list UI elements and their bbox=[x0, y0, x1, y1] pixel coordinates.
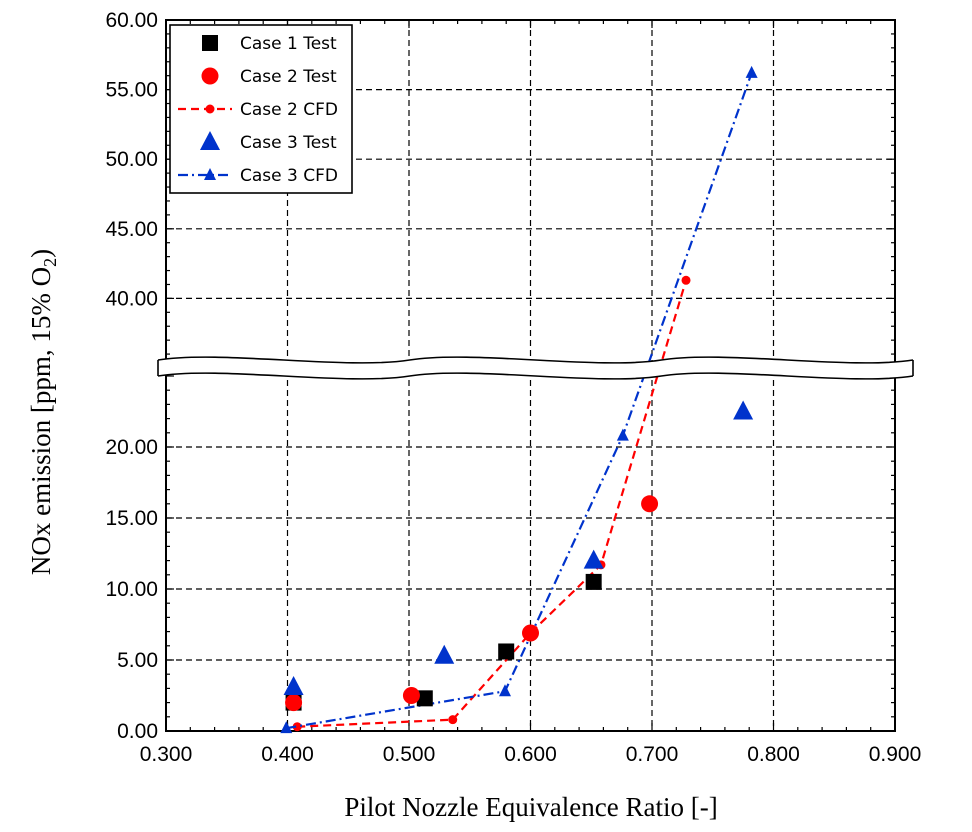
data-point bbox=[434, 644, 455, 664]
data-point bbox=[448, 715, 458, 725]
data-point bbox=[498, 684, 511, 697]
x-tick-label: 0.300 bbox=[140, 743, 193, 766]
legend-item: Case 2 Test bbox=[201, 67, 337, 87]
series-case-3-cfd bbox=[280, 65, 758, 734]
series-case-1-test bbox=[285, 573, 602, 711]
data-point bbox=[522, 624, 539, 642]
series-line bbox=[286, 72, 753, 730]
y-tick-label: 0.00 bbox=[117, 720, 158, 743]
series-layer bbox=[280, 65, 758, 734]
y-tick-label: 45.00 bbox=[105, 218, 158, 241]
legend-marker bbox=[201, 67, 219, 85]
legend-label: Case 3 Test bbox=[240, 133, 337, 153]
y-axis-title: NOx emission [ppm, 15% O2) bbox=[26, 249, 60, 575]
y-tick-label: 50.00 bbox=[105, 148, 158, 171]
data-point bbox=[283, 675, 304, 695]
axis-break-top-line bbox=[157, 356, 914, 364]
data-point bbox=[745, 65, 758, 78]
x-tick-label: 0.800 bbox=[747, 743, 800, 766]
legend-label: Case 2 Test bbox=[240, 67, 337, 87]
legend-label: Case 3 CFD bbox=[240, 166, 338, 186]
legend-marker bbox=[202, 35, 218, 51]
y-tick-label: 40.00 bbox=[105, 287, 158, 310]
axis-break bbox=[157, 356, 914, 380]
x-tick-labels: 0.300 0.400 0.500 0.600 0.700 0.800 0.900 bbox=[140, 743, 922, 766]
legend: Case 1 Test Case 2 Test Case 2 CFD Case 3 T… bbox=[169, 24, 353, 194]
data-point bbox=[681, 275, 691, 285]
data-point bbox=[498, 643, 515, 660]
axis-break-bottom-line bbox=[157, 372, 914, 380]
series-line bbox=[297, 279, 688, 728]
y-axis-title-close: ) bbox=[26, 249, 56, 258]
legend-marker bbox=[204, 168, 216, 180]
axis-break-band bbox=[158, 357, 913, 379]
x-tick-label: 0.900 bbox=[869, 743, 922, 766]
data-point bbox=[733, 400, 754, 420]
x-tick-label: 0.600 bbox=[504, 743, 557, 766]
series-case-2-cfd bbox=[292, 275, 691, 732]
legend-marker bbox=[205, 104, 215, 114]
y-tick-label: 10.00 bbox=[105, 578, 158, 601]
x-tick-label: 0.500 bbox=[383, 743, 436, 766]
y-tick-label: 55.00 bbox=[105, 79, 158, 102]
data-point bbox=[285, 694, 303, 712]
data-point bbox=[280, 721, 293, 734]
legend-marker bbox=[200, 131, 220, 150]
legend-item: Case 2 CFD bbox=[178, 100, 338, 120]
legend-box bbox=[169, 24, 353, 194]
x-tick-label: 0.700 bbox=[626, 743, 679, 766]
y-tick-label: 20.00 bbox=[105, 436, 158, 459]
series-case-3-test bbox=[283, 400, 754, 695]
y-axis-title-subscript: 2 bbox=[40, 258, 60, 267]
series-case-2-test bbox=[285, 495, 659, 712]
x-axis-title: Pilot Nozzle Equivalence Ratio [-] bbox=[344, 792, 717, 822]
y-tick-label: 15.00 bbox=[105, 507, 158, 530]
y-axis-title-main: NOx emission [ppm, 15% O bbox=[26, 267, 56, 575]
legend-item: Case 1 Test bbox=[202, 34, 337, 54]
data-point bbox=[416, 690, 433, 707]
data-point bbox=[583, 549, 604, 569]
data-point bbox=[292, 722, 302, 732]
legend-item: Case 3 CFD bbox=[178, 166, 338, 186]
data-point bbox=[616, 428, 629, 441]
data-point bbox=[585, 573, 602, 590]
axis-ticks bbox=[165, 19, 896, 732]
y-tick-label: 60.00 bbox=[105, 9, 158, 32]
legend-item: Case 3 Test bbox=[200, 131, 337, 153]
x-tick-label: 0.400 bbox=[261, 743, 314, 766]
y-tick-labels: 0.00 5.00 10.00 15.00 20.00 40.00 45.00 50.00 55… bbox=[105, 9, 158, 743]
legend-label: Case 2 CFD bbox=[240, 100, 338, 120]
legend-label: Case 1 Test bbox=[240, 34, 337, 54]
data-point bbox=[402, 687, 420, 704]
y-tick-label: 5.00 bbox=[117, 649, 158, 672]
data-point bbox=[641, 495, 659, 513]
